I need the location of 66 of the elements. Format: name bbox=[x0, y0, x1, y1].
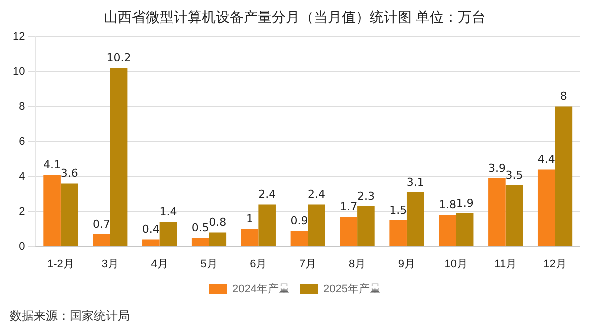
data-label: 3.1 bbox=[406, 176, 424, 189]
data-label: 0.8 bbox=[209, 216, 227, 230]
y-tick-label: 8 bbox=[19, 100, 26, 113]
data-label: 2.3 bbox=[357, 190, 375, 203]
y-tick-label: 6 bbox=[19, 136, 26, 148]
x-tick-label: 5月 bbox=[200, 258, 218, 270]
data-label: 0.4 bbox=[142, 223, 160, 236]
bar bbox=[555, 106, 573, 246]
x-tick-label: 12月 bbox=[544, 258, 567, 270]
bar bbox=[142, 240, 160, 246]
x-tick-label: 6月 bbox=[250, 258, 268, 270]
bar bbox=[44, 175, 61, 246]
data-label: 1.4 bbox=[160, 206, 178, 219]
x-tick-label: 9月 bbox=[398, 258, 416, 270]
data-label: 2.4 bbox=[308, 188, 326, 202]
bar bbox=[308, 204, 326, 246]
x-tick-label: 4月 bbox=[151, 258, 168, 270]
bar bbox=[110, 68, 128, 246]
data-label: 0.9 bbox=[290, 214, 308, 228]
data-label: 3.5 bbox=[506, 168, 524, 182]
data-label: 3.6 bbox=[60, 167, 78, 180]
data-label: 0.7 bbox=[92, 218, 110, 231]
data-label: 4.4 bbox=[538, 153, 556, 166]
source-note: 数据来源：国家统计局 bbox=[10, 308, 130, 325]
bar bbox=[439, 215, 456, 246]
x-tick-label: 8月 bbox=[348, 258, 366, 270]
chart-title: 山西省微型计算机设备产量分月（当月值）统计图 单位：万台 bbox=[104, 10, 486, 26]
bar bbox=[192, 238, 210, 246]
bar bbox=[358, 206, 375, 246]
legend-label: 2024年产量 bbox=[232, 282, 290, 296]
data-label: 1 bbox=[246, 212, 254, 226]
legend-label: 2025年产量 bbox=[324, 282, 381, 296]
data-label: 1.8 bbox=[439, 198, 457, 212]
bar bbox=[258, 204, 276, 246]
data-label: 0.5 bbox=[192, 221, 210, 234]
bar bbox=[390, 220, 407, 246]
bar bbox=[93, 234, 110, 246]
bar bbox=[406, 192, 424, 246]
bar bbox=[340, 217, 358, 246]
x-tick-label: 11月 bbox=[494, 258, 518, 270]
x-tick-label: 3月 bbox=[102, 258, 119, 270]
bar bbox=[538, 170, 556, 246]
bar bbox=[290, 231, 308, 246]
bar bbox=[241, 229, 259, 246]
data-label: 1.7 bbox=[340, 200, 358, 214]
y-tick-label: 4 bbox=[19, 170, 26, 183]
data-label: 10.2 bbox=[106, 52, 132, 65]
y-tick-label: 12 bbox=[12, 30, 26, 43]
data-label: 2.4 bbox=[258, 188, 276, 202]
y-tick-label: 10 bbox=[12, 66, 26, 78]
bar bbox=[60, 184, 78, 246]
bar bbox=[160, 222, 178, 246]
data-label: 1.5 bbox=[390, 204, 408, 217]
y-tick-label: 2 bbox=[19, 206, 26, 218]
y-tick-label: 0 bbox=[19, 240, 26, 253]
data-label: 1.9 bbox=[456, 196, 474, 210]
x-tick-label: 1-2月 bbox=[48, 258, 74, 270]
bar bbox=[488, 178, 506, 246]
bar bbox=[456, 214, 474, 246]
x-tick-label: 10月 bbox=[444, 258, 468, 270]
bar bbox=[506, 186, 524, 246]
data-label: 4.1 bbox=[44, 158, 62, 172]
bar bbox=[209, 232, 227, 246]
data-label: 8 bbox=[560, 90, 568, 104]
x-tick-label: 7月 bbox=[300, 258, 317, 270]
data-label: 3.9 bbox=[488, 162, 506, 175]
